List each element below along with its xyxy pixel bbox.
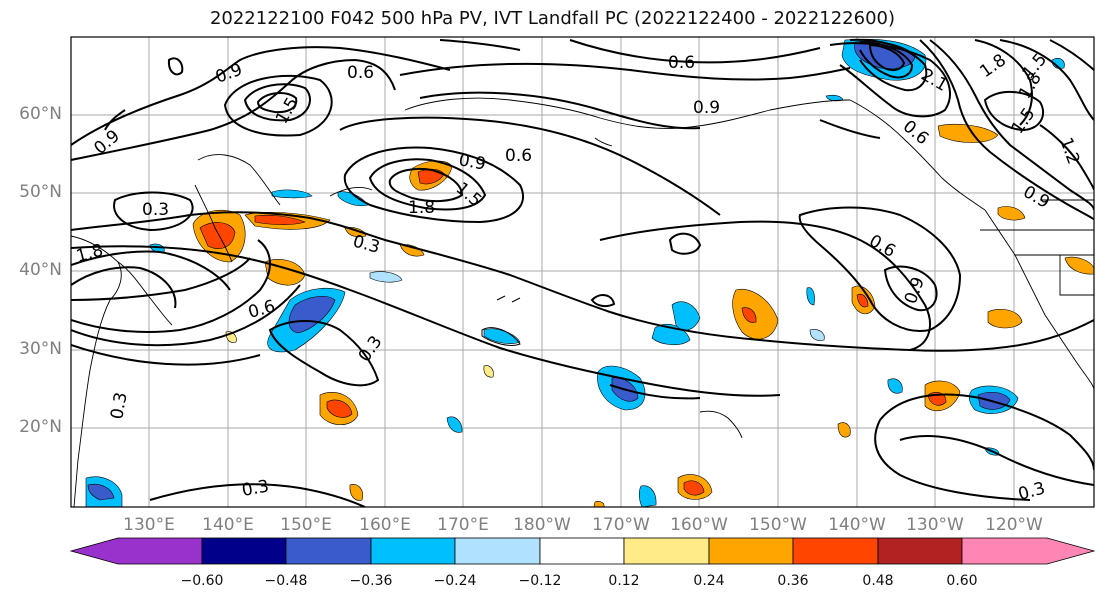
contour-label: 1.8 [408, 198, 435, 218]
lat-tick: 40°N [19, 260, 62, 280]
colorbar-tick: 0.24 [693, 573, 725, 589]
colorbar-tick: −0.12 [518, 573, 562, 589]
colorbar-segment [961, 537, 1096, 565]
contour-label: 0.6 [347, 63, 374, 83]
colorbar-tick: 0.36 [777, 573, 809, 589]
contour-label: 0.9 [693, 98, 720, 118]
colorbar [69, 537, 1096, 565]
colorbar-tick: −0.60 [180, 573, 224, 589]
colorbar-segment [539, 537, 625, 565]
contour-label: 0.3 [240, 477, 270, 501]
contour-label: 0.3 [107, 391, 131, 421]
colorbar-segment [454, 537, 541, 565]
colorbar-segment [877, 537, 963, 565]
coastlines [71, 97, 1094, 507]
lon-tick: 140°E [202, 515, 254, 535]
pv-contours-thin [481, 295, 521, 346]
ivt-anomaly-fills [85, 38, 1094, 507]
lon-tick: 130°W [906, 515, 964, 535]
colorbar-segment [792, 537, 879, 565]
contour-label: 0.6 [505, 146, 532, 166]
lon-tick: 150°E [280, 515, 332, 535]
colorbar-segment [370, 537, 456, 565]
colorbar-segment [201, 537, 287, 565]
colorbar-segment [285, 537, 372, 565]
contour-label: 0.3 [142, 200, 169, 220]
colorbar-segment [708, 537, 794, 565]
colorbar-tick: 0.12 [608, 573, 640, 589]
lon-tick: 130°E [123, 515, 175, 535]
pv-contours [71, 38, 1094, 507]
lon-tick: 160°W [670, 515, 728, 535]
map-frame [70, 36, 1095, 508]
colorbar-segment [69, 537, 203, 565]
colorbar-segment [623, 537, 710, 565]
lon-tick: 120°W [985, 515, 1043, 535]
colorbar-tick: −0.48 [264, 573, 308, 589]
contour-label: 0.6 [668, 53, 695, 73]
lon-tick: 170°W [592, 515, 650, 535]
lat-tick: 50°N [19, 182, 62, 202]
lon-tick: 170°E [437, 515, 489, 535]
colorbar-tick: −0.36 [349, 573, 393, 589]
lon-tick: 140°W [828, 515, 886, 535]
lon-tick: 160°E [359, 515, 411, 535]
lon-tick: 150°W [749, 515, 807, 535]
contour-label: 0.9 [457, 150, 487, 174]
colorbar-tick: −0.24 [433, 573, 477, 589]
lat-tick: 60°N [19, 104, 62, 124]
colorbar-tick: 0.60 [946, 573, 978, 589]
lat-tick: 30°N [19, 339, 62, 359]
lat-tick: 20°N [19, 417, 62, 437]
map-title: 2022122100 F042 500 hPa PV, IVT Landfall… [209, 8, 896, 29]
colorbar-tick: 0.48 [862, 573, 894, 589]
lon-tick: 180°W [513, 515, 571, 535]
